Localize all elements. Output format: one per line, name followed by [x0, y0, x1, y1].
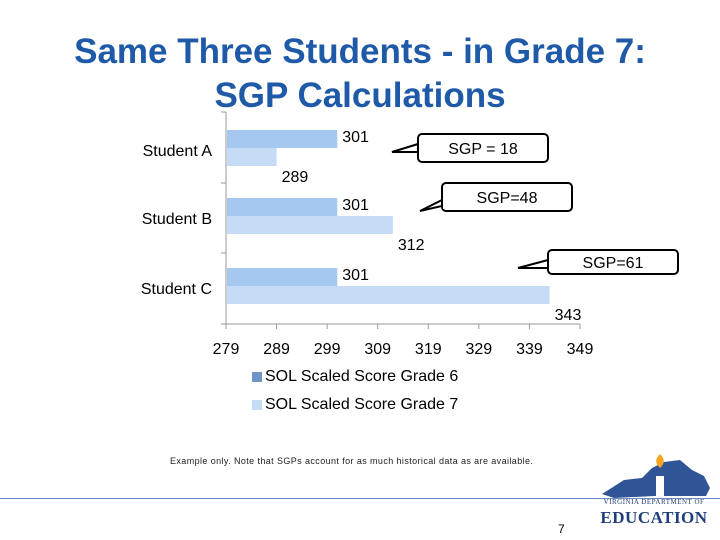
bar: [227, 216, 393, 234]
vdoe-logo: VIRGINIA DEPARTMENT OF EDUCATION: [594, 450, 714, 532]
data-label: 301: [342, 129, 369, 146]
logo-text-main: EDUCATION: [600, 508, 708, 527]
title-line-1: Same Three Students - in Grade 7:: [74, 32, 646, 71]
callout-pointer: [391, 142, 419, 153]
callout-text: SGP=48: [477, 190, 538, 207]
footer-divider: [0, 498, 720, 499]
callout-joint: [549, 257, 553, 271]
callout-box: [441, 182, 573, 212]
legend-swatch-grade7: [252, 400, 262, 410]
legend-entry-grade7: SOL Scaled Score Grade 7: [252, 394, 458, 416]
bar: [227, 286, 550, 304]
bar: [227, 130, 338, 148]
category-label: Student C: [141, 281, 212, 298]
callout-pointer: [419, 198, 443, 212]
bar: [227, 198, 338, 216]
callout-joint: [419, 141, 423, 155]
bar: [227, 148, 277, 166]
data-label: 301: [342, 197, 369, 214]
x-tick-label: 319: [415, 341, 442, 358]
x-tick-label: 329: [466, 341, 493, 358]
category-label: Student A: [143, 143, 213, 160]
callout-joint: [443, 197, 447, 209]
legend-label-grade7: SOL Scaled Score Grade 7: [265, 396, 459, 413]
callout-box: [417, 133, 549, 163]
x-tick-label: 349: [567, 341, 594, 358]
x-tick-label: 279: [213, 341, 240, 358]
virginia-map-torch-icon: [602, 454, 710, 498]
callout-text: SGP = 18: [448, 141, 518, 158]
legend-swatch-grade6: [252, 372, 262, 382]
legend-label-grade6: SOL Scaled Score Grade 6: [265, 368, 459, 385]
legend-entry-grade6: SOL Scaled Score Grade 6: [252, 366, 458, 388]
data-label: 312: [398, 237, 425, 254]
data-label: 301: [342, 267, 369, 284]
bar: [227, 268, 338, 286]
data-label: 343: [555, 307, 582, 324]
callout-text: SGP=61: [583, 255, 644, 272]
x-tick-label: 339: [516, 341, 543, 358]
logo-text-top: VIRGINIA DEPARTMENT OF: [603, 498, 705, 506]
callout-box: [547, 249, 679, 275]
data-label: 289: [282, 169, 309, 186]
x-tick-label: 289: [263, 341, 290, 358]
chart-legend: SOL Scaled Score Grade 6 SOL Scaled Scor…: [252, 366, 458, 422]
x-tick-label: 309: [364, 341, 391, 358]
title-line-2: SGP Calculations: [214, 76, 506, 115]
callout-pointer: [517, 258, 549, 269]
category-label: Student B: [142, 211, 212, 228]
slide-title: Same Three Students - in Grade 7: SGP Ca…: [0, 30, 720, 118]
x-tick-label: 299: [314, 341, 341, 358]
footnote: Example only. Note that SGPs account for…: [170, 456, 534, 466]
page-number: 7: [558, 522, 565, 536]
